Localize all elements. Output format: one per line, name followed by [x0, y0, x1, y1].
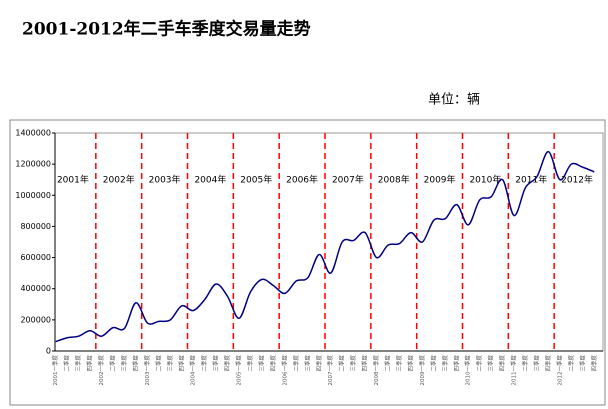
chart-frame	[9, 119, 606, 406]
x-tick-label: 2005一季度	[235, 355, 243, 386]
year-label: 2006年	[286, 174, 318, 186]
x-tick-label: 三季度	[74, 355, 82, 372]
x-tick-label: 三季度	[257, 355, 265, 372]
x-tick-label: 二季度	[200, 355, 208, 372]
y-tick-label: 1000000	[15, 191, 51, 200]
x-tick-label: 二季度	[475, 355, 483, 372]
x-tick-label: 二季度	[429, 355, 437, 372]
year-label: 2010年	[469, 174, 501, 186]
year-label: 2002年	[103, 174, 135, 186]
x-tick-label: 2009一季度	[418, 355, 426, 386]
x-tick-label: 2001一季度	[51, 355, 59, 386]
series-line	[55, 150, 595, 343]
x-tick-label: 2008一季度	[372, 355, 380, 386]
y-tick-label: 0	[46, 347, 51, 356]
x-tick-label: 三季度	[395, 355, 403, 372]
x-tick-label: 2006一季度	[280, 355, 288, 386]
plot-area	[54, 132, 604, 352]
x-tick-label: 2007一季度	[326, 355, 334, 386]
y-tick-label: 400000	[20, 284, 51, 293]
year-label: 2001年	[57, 174, 89, 186]
x-tick-label: 三季度	[532, 355, 540, 372]
x-tick-label: 三季度	[166, 355, 174, 372]
x-tick-label: 2012一季度	[555, 355, 563, 386]
year-label: 2009年	[424, 174, 456, 186]
x-tick-label: 2004一季度	[189, 355, 197, 386]
x-tick-label: 二季度	[521, 355, 529, 372]
y-tick-label: 1400000	[15, 129, 51, 138]
year-label: 2008年	[378, 174, 410, 186]
x-tick-label: 四季度	[269, 355, 277, 372]
x-tick-label: 二季度	[154, 355, 162, 372]
x-tick-label: 三季度	[120, 355, 128, 372]
y-tick-label: 600000	[20, 253, 51, 262]
x-tick-label: 四季度	[452, 355, 460, 372]
x-tick-label: 二季度	[246, 355, 254, 372]
x-tick-label: 三季度	[578, 355, 586, 372]
y-tick-label: 200000	[20, 315, 51, 324]
x-tick-label: 四季度	[544, 355, 552, 372]
x-tick-label: 四季度	[315, 355, 323, 372]
x-tick-label: 四季度	[131, 355, 139, 372]
x-tick-label: 四季度	[86, 355, 94, 372]
x-tick-label: 二季度	[63, 355, 71, 372]
x-tick-label: 二季度	[567, 355, 575, 372]
x-tick-label: 三季度	[212, 355, 220, 372]
x-tick-label: 四季度	[406, 355, 414, 372]
year-label: 2012年	[561, 174, 593, 186]
x-tick-label: 三季度	[303, 355, 311, 372]
y-tick-label: 800000	[20, 222, 51, 231]
unit-label: 单位：辆	[428, 93, 480, 108]
x-tick-label: 四季度	[498, 355, 506, 372]
x-tick-label: 四季度	[223, 355, 231, 372]
x-tick-label: 三季度	[349, 355, 357, 372]
x-tick-label: 二季度	[292, 355, 300, 372]
year-label: 2007年	[332, 174, 364, 186]
x-tick-label: 四季度	[590, 355, 598, 372]
x-tick-label: 三季度	[487, 355, 495, 372]
x-tick-label: 四季度	[177, 355, 185, 372]
x-tick-label: 四季度	[361, 355, 369, 372]
x-tick-label: 二季度	[384, 355, 392, 372]
year-label: 2004年	[194, 174, 226, 186]
x-tick-label: 二季度	[109, 355, 117, 372]
y-tick-label: 1200000	[15, 160, 51, 169]
x-tick-label: 2003一季度	[143, 355, 151, 386]
year-label: 2005年	[240, 174, 272, 186]
x-tick-label: 2010一季度	[464, 355, 472, 386]
year-label: 2011年	[515, 174, 547, 186]
x-tick-label: 三季度	[441, 355, 449, 372]
x-tick-label: 2011一季度	[510, 355, 518, 386]
x-tick-label: 二季度	[338, 355, 346, 372]
chart-title: 2001-2012年二手车季度交易量走势	[22, 19, 311, 40]
x-tick-label: 2002一季度	[97, 355, 105, 386]
year-label: 2003年	[149, 174, 181, 186]
